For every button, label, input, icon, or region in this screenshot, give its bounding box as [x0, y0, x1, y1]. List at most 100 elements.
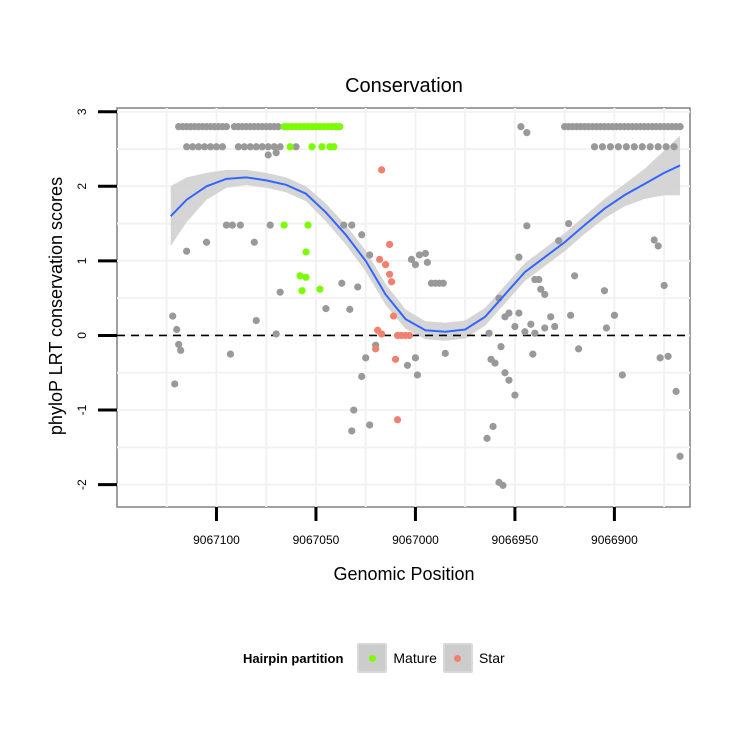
mature-point	[302, 273, 310, 281]
other-point	[537, 285, 545, 293]
legend: Hairpin partition Mature Star	[243, 640, 511, 676]
other-point	[485, 329, 493, 337]
star-point	[385, 270, 394, 278]
other-point	[618, 371, 626, 379]
legend-key-mature	[357, 643, 388, 673]
other-point	[606, 143, 615, 151]
other-point	[322, 305, 330, 313]
other-point	[501, 369, 509, 377]
other-point	[483, 434, 491, 442]
other-point	[610, 311, 618, 319]
other-point	[672, 387, 680, 396]
other-point	[441, 349, 449, 357]
other-point	[676, 123, 684, 131]
other-point	[346, 305, 354, 313]
other-point	[670, 143, 678, 151]
other-point	[246, 143, 254, 151]
other-point	[571, 272, 579, 280]
other-point	[252, 316, 260, 325]
other-point	[183, 143, 191, 151]
other-point	[535, 275, 543, 284]
other-point	[590, 143, 599, 151]
star-point	[376, 255, 384, 263]
star-point	[381, 261, 390, 269]
other-point	[411, 261, 420, 269]
other-point	[505, 309, 513, 317]
y-axis: -2 -1 0 1 2 3	[75, 108, 117, 490]
mature-point	[336, 123, 344, 131]
other-point	[547, 313, 555, 321]
other-point	[252, 143, 260, 151]
other-point	[292, 143, 300, 151]
y-tick-label: 0	[75, 332, 89, 339]
other-point	[250, 238, 258, 246]
star-point	[387, 278, 396, 286]
other-point	[497, 343, 505, 351]
other-point	[212, 143, 221, 151]
other-point	[228, 221, 236, 229]
x-axis: 9067100 9067050 9067000 9066950 9066900	[193, 507, 638, 547]
other-point	[348, 427, 356, 435]
mature-point	[280, 221, 288, 229]
other-point	[600, 287, 609, 295]
confidence-ribbon	[170, 135, 681, 341]
other-point	[574, 345, 583, 353]
smooth-line-layer	[170, 164, 681, 333]
mature-point	[316, 285, 324, 293]
other-point	[654, 242, 662, 250]
x-tick-label: 9067100	[193, 533, 240, 547]
mature-point	[304, 221, 312, 229]
other-point	[551, 322, 559, 331]
y-axis-title: phyloP LRT conservation scores	[46, 177, 66, 435]
other-point	[264, 151, 272, 159]
other-point	[171, 380, 179, 388]
other-point	[646, 143, 654, 151]
other-point	[270, 143, 278, 151]
other-point	[340, 221, 348, 229]
other-point	[602, 324, 611, 332]
other-point	[541, 290, 549, 299]
other-point	[350, 406, 358, 414]
other-point	[521, 328, 529, 336]
other-point	[523, 222, 531, 230]
other-point	[222, 123, 231, 131]
star-points	[372, 166, 414, 424]
other-point	[200, 143, 209, 151]
other-point	[272, 330, 280, 338]
x-tick-label: 9067050	[293, 533, 340, 547]
other-point	[234, 143, 242, 151]
other-point	[354, 283, 362, 291]
other-point	[523, 129, 531, 137]
other-point	[660, 281, 668, 290]
other-point	[175, 340, 183, 349]
other-point	[338, 279, 346, 287]
other-point	[274, 123, 282, 131]
other-point	[411, 354, 420, 362]
other-point	[622, 143, 630, 151]
other-point	[362, 354, 370, 362]
other-points	[169, 123, 684, 489]
other-point	[511, 391, 519, 399]
mature-dot-icon	[368, 654, 376, 662]
legend-item-star: Star	[442, 643, 505, 673]
star-point	[391, 355, 400, 363]
other-point	[531, 329, 539, 337]
other-point	[403, 361, 412, 369]
star-point	[405, 331, 414, 340]
other-point	[413, 371, 422, 379]
legend-label-star: Star	[478, 650, 505, 666]
other-point	[650, 236, 658, 244]
mature-points	[280, 123, 344, 295]
mature-point	[286, 143, 294, 151]
mature-point	[302, 248, 310, 256]
other-point	[366, 421, 374, 429]
other-point	[407, 255, 416, 263]
star-point	[389, 312, 398, 320]
star-point	[393, 416, 402, 424]
star-point	[378, 330, 386, 338]
x-tick-label: 9067000	[392, 533, 439, 547]
other-point	[218, 143, 227, 151]
mature-point	[308, 143, 316, 151]
other-point	[439, 279, 447, 287]
other-point	[499, 481, 507, 489]
